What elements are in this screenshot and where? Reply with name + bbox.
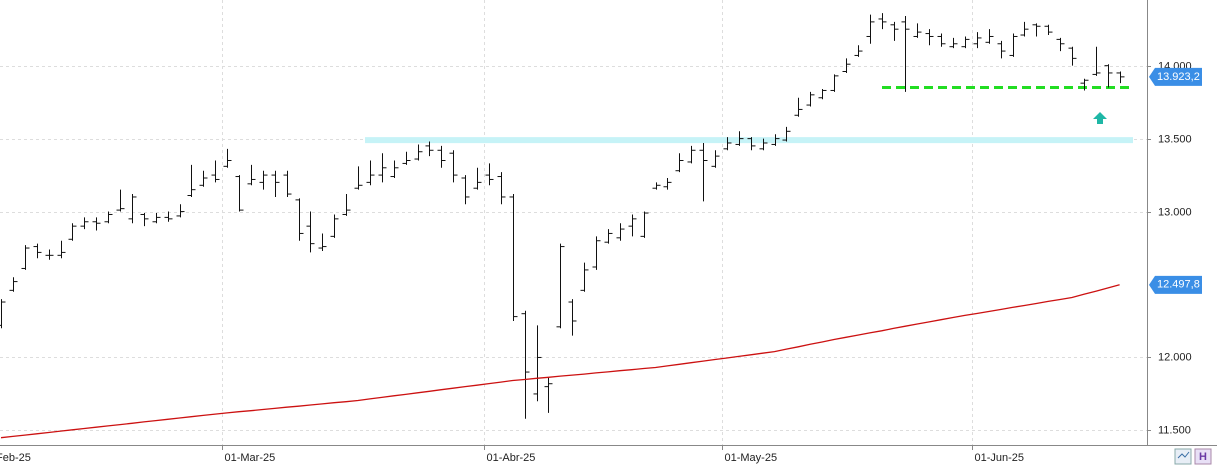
moving-average bbox=[0, 284, 1120, 439]
x-tick-label: 01-Mar-25 bbox=[225, 452, 276, 464]
y-tick-label: 13.500 bbox=[1158, 133, 1192, 145]
x-tick-label: Feb-25 bbox=[0, 452, 31, 464]
y-tick-label: 11.500 bbox=[1158, 424, 1191, 436]
price-label-box bbox=[1149, 275, 1202, 294]
arrow-icon bbox=[1093, 112, 1107, 124]
save-button[interactable] bbox=[1194, 448, 1212, 465]
x-tick-label: 01-Abr-25 bbox=[487, 452, 536, 464]
price-label: 13.923,2 bbox=[1157, 71, 1200, 83]
plot-area bbox=[0, 0, 1147, 445]
price-label-box bbox=[1149, 67, 1202, 86]
price-label: 12.497,8 bbox=[1157, 279, 1200, 291]
save-icon: H bbox=[1199, 451, 1207, 463]
zoom-button[interactable] bbox=[1174, 448, 1192, 465]
y-tick-label: 13.000 bbox=[1158, 206, 1192, 218]
zoom-icon bbox=[1177, 451, 1190, 459]
y-tick-label: 12.000 bbox=[1158, 351, 1192, 363]
x-tick-label: 01-May-25 bbox=[725, 452, 778, 464]
x-tick-label: 01-Jun-25 bbox=[975, 452, 1025, 464]
toolbar: H bbox=[1174, 448, 1212, 465]
